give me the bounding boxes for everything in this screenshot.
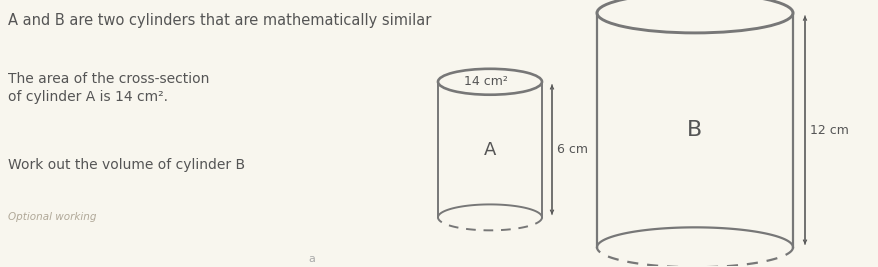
Text: 14 cm²: 14 cm² <box>464 75 507 88</box>
Text: 12 cm: 12 cm <box>810 124 848 137</box>
Text: B: B <box>687 120 702 140</box>
Text: The area of the cross-section: The area of the cross-section <box>8 72 209 86</box>
Text: A: A <box>483 140 495 159</box>
Text: 6 cm: 6 cm <box>557 143 587 156</box>
Text: A and B are two cylinders that are mathematically similar: A and B are two cylinders that are mathe… <box>8 13 431 28</box>
Text: Work out the volume of cylinder B: Work out the volume of cylinder B <box>8 158 245 172</box>
Text: a: a <box>308 254 315 264</box>
Text: of cylinder A is 14 cm².: of cylinder A is 14 cm². <box>8 90 168 104</box>
Text: Optional working: Optional working <box>8 212 97 222</box>
